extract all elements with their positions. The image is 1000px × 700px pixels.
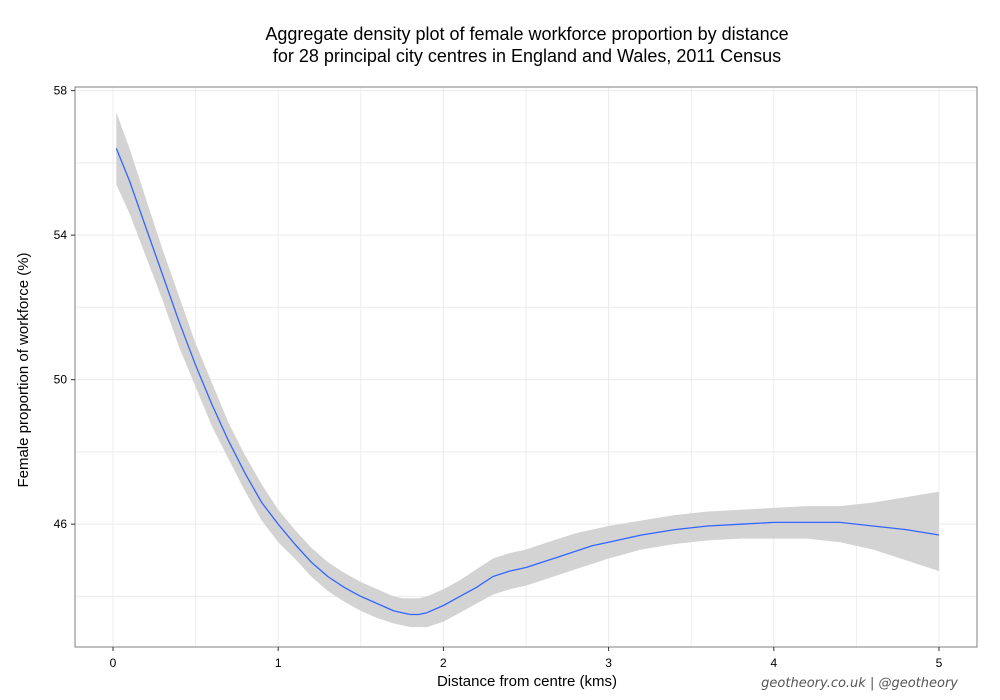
y-tick-label: 46 (54, 517, 68, 531)
y-tick-label: 50 (54, 373, 68, 387)
y-tick-label: 54 (54, 228, 68, 242)
y-axis-title: Female proportion of workforce (%) (15, 252, 32, 487)
smooth-line (115, 148, 940, 616)
chart-title-line-2: for 28 principal city centres in England… (273, 46, 781, 66)
y-tick-label: 58 (54, 84, 68, 98)
plot-panel-border (74, 86, 978, 648)
x-tick-label: 3 (605, 656, 612, 670)
x-tick-label: 2 (440, 656, 447, 670)
x-tick-label: 4 (770, 656, 777, 670)
x-axis-title: Distance from centre (kms) (437, 673, 617, 690)
x-tick-label: 0 (110, 656, 117, 670)
confidence-band (116, 112, 940, 628)
x-tick-label: 1 (275, 656, 282, 670)
credit-text: geotheory.co.uk | @geotheory (761, 676, 958, 691)
chart-title-line-1: Aggregate density plot of female workfor… (265, 24, 788, 44)
grid (75, 87, 977, 647)
axes: 0 1 2 3 4 5 46 50 54 58 (54, 84, 943, 670)
x-tick-label: 5 (936, 656, 943, 670)
